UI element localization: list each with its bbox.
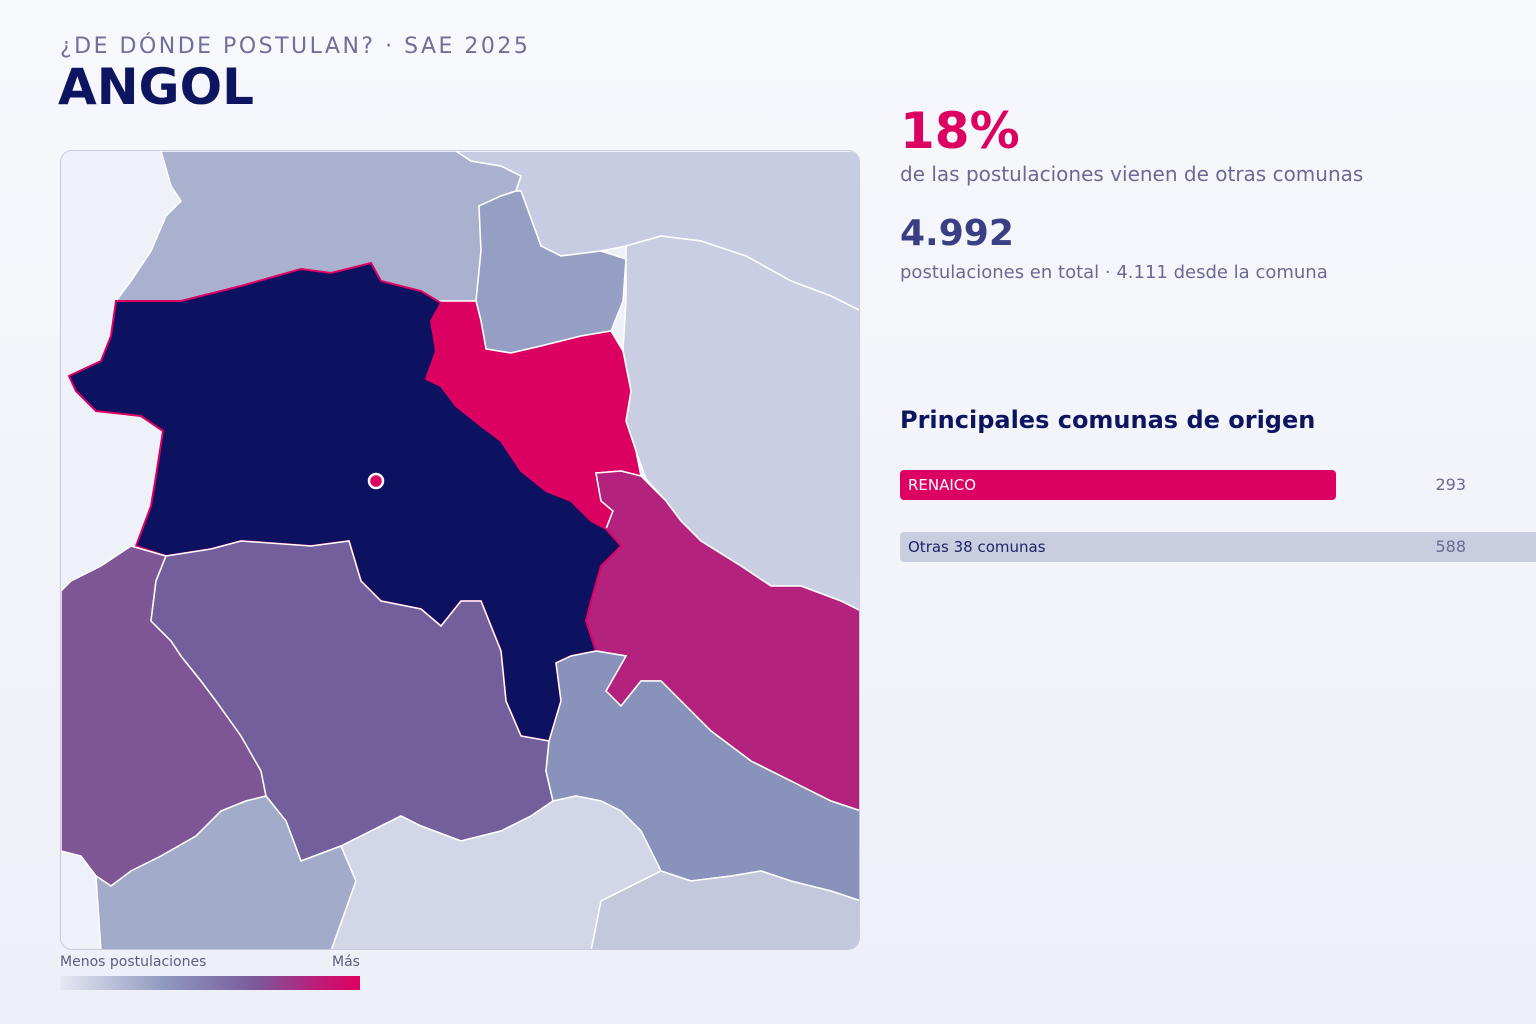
choropleth-map[interactable]: [60, 150, 860, 950]
total-applications-label: postulaciones en total · 4.111 desde la …: [900, 262, 1328, 283]
origin-bar-value: 293: [1435, 475, 1466, 494]
external-percentage-label: de las postulaciones vienen de otras com…: [900, 162, 1364, 186]
origin-bar-renaico[interactable]: RENAICO: [900, 470, 1336, 500]
legend-color-scale: [60, 976, 360, 990]
region-bottom-right[interactable]: [590, 870, 860, 950]
origin-bar-others[interactable]: Otras 38 comunas: [900, 532, 1536, 562]
origins-title: Principales comunas de origen: [900, 406, 1316, 434]
total-applications: 4.992: [900, 213, 1014, 254]
angol-center-marker[interactable]: [367, 472, 385, 490]
origin-bar-label: RENAICO: [908, 476, 977, 494]
legend-min-label: Menos postulaciones: [60, 954, 207, 970]
map-svg: [61, 151, 860, 950]
origin-bar-label: Otras 38 comunas: [908, 538, 1046, 556]
external-percentage: 18%: [900, 102, 1020, 160]
origin-bar-value: 588: [1435, 537, 1466, 556]
legend-max-label: Más: [332, 954, 360, 970]
map-kicker: ¿DE DÓNDE POSTULAN? · SAE 2025: [60, 34, 531, 59]
page-title: ANGOL: [58, 58, 254, 116]
